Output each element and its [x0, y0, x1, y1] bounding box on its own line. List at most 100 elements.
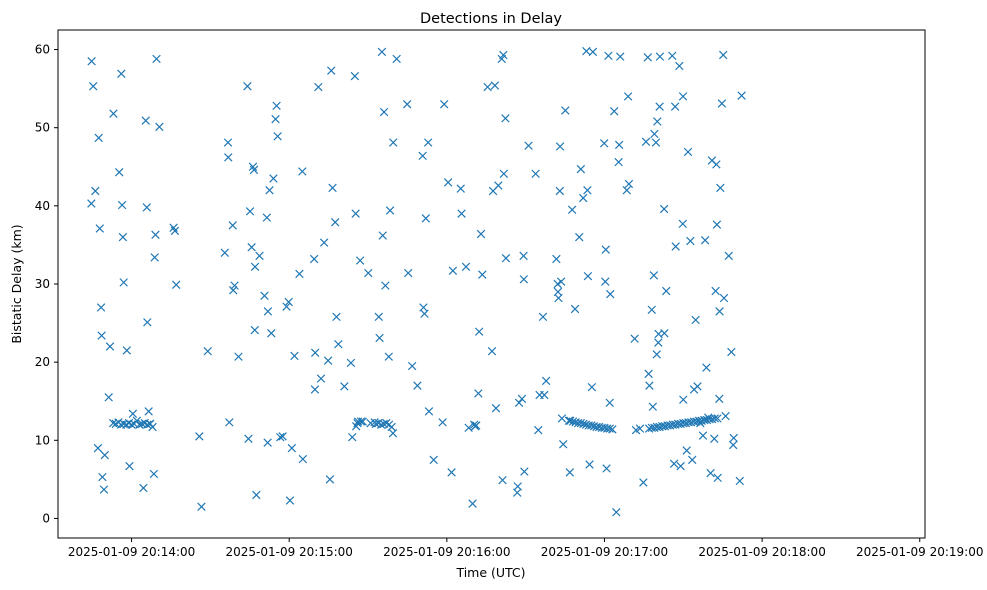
- data-point: [392, 54, 401, 64]
- data-point: [724, 251, 733, 261]
- data-point: [262, 213, 272, 222]
- data-point: [698, 431, 708, 440]
- data-point: [713, 414, 722, 423]
- data-point: [118, 232, 128, 242]
- data-point: [576, 164, 586, 174]
- data-point: [588, 47, 598, 57]
- data-point: [418, 151, 427, 161]
- data-point: [276, 432, 285, 442]
- data-point: [727, 347, 736, 357]
- data-point: [534, 425, 543, 435]
- data-point: [282, 302, 291, 311]
- data-point: [377, 47, 387, 57]
- data-point: [616, 52, 625, 61]
- data-point: [402, 100, 412, 109]
- data-point: [119, 278, 128, 287]
- data-point: [225, 418, 234, 427]
- data-point: [310, 385, 320, 394]
- data-point: [376, 420, 386, 429]
- data-point: [682, 446, 691, 455]
- data-point: [271, 114, 280, 124]
- data-point: [87, 57, 96, 66]
- data-point: [556, 277, 566, 286]
- y-tick-label-0: 0: [42, 511, 50, 525]
- data-point: [599, 139, 609, 148]
- data-point: [649, 271, 659, 280]
- data-point: [298, 454, 308, 464]
- data-point: [639, 478, 648, 487]
- data-point: [224, 153, 233, 162]
- data-point: [679, 395, 688, 404]
- data-point: [230, 281, 239, 290]
- data-point: [203, 346, 212, 356]
- y-tick-label-6: 60: [35, 43, 50, 57]
- data-point: [579, 419, 588, 429]
- data-point: [583, 271, 593, 281]
- data-point: [117, 200, 127, 210]
- data-point: [737, 91, 746, 100]
- data-point: [538, 312, 548, 322]
- data-point: [356, 417, 366, 426]
- data-point: [513, 482, 522, 491]
- data-point: [104, 393, 113, 402]
- chart-title: Detections in Delay: [420, 11, 562, 27]
- data-point: [245, 207, 255, 216]
- data-point: [541, 376, 551, 386]
- data-point: [388, 429, 398, 438]
- data-point: [407, 361, 417, 371]
- data-point: [605, 398, 614, 408]
- data-point: [604, 51, 613, 61]
- data-point: [653, 117, 662, 126]
- data-point: [706, 468, 715, 478]
- data-point: [250, 262, 260, 272]
- data-point: [501, 114, 510, 123]
- data-point: [487, 346, 497, 356]
- data-point: [576, 418, 586, 428]
- data-point: [587, 421, 596, 430]
- data-point: [648, 402, 658, 411]
- data-point: [272, 101, 281, 111]
- x-tick-label-4: 2025-01-09 20:18:00: [698, 545, 825, 559]
- data-point: [517, 394, 527, 404]
- data-point: [384, 352, 393, 361]
- data-point: [683, 147, 693, 157]
- data-point: [348, 432, 357, 442]
- x-tick-label-5: 2025-01-09 20:19:00: [856, 545, 983, 559]
- data-point: [413, 381, 422, 390]
- data-point: [350, 71, 360, 81]
- data-point: [717, 99, 727, 108]
- data-point: [494, 181, 503, 190]
- data-point: [290, 351, 299, 361]
- data-point: [195, 432, 204, 441]
- data-points: [87, 46, 746, 517]
- data-point: [650, 129, 659, 139]
- data-point: [540, 390, 549, 400]
- data-point: [585, 460, 594, 469]
- data-point: [555, 142, 565, 151]
- data-point: [327, 66, 336, 75]
- data-point: [472, 421, 481, 430]
- data-point: [676, 461, 685, 471]
- data-point: [476, 229, 486, 239]
- data-point: [423, 138, 433, 147]
- data-point: [358, 417, 367, 426]
- data-point: [478, 270, 487, 279]
- data-point: [700, 236, 710, 245]
- data-point: [340, 382, 349, 391]
- data-point: [710, 414, 720, 423]
- data-point: [713, 473, 722, 483]
- data-point: [715, 307, 724, 316]
- data-point: [255, 251, 264, 261]
- data-point: [605, 424, 614, 433]
- data-point: [514, 398, 524, 408]
- data-point: [614, 140, 624, 150]
- data-point: [114, 168, 124, 177]
- data-point: [575, 232, 584, 242]
- data-point: [728, 440, 738, 450]
- x-tick-label-3: 2025-01-09 20:17:00: [541, 545, 668, 559]
- data-point: [197, 502, 206, 511]
- data-point: [447, 468, 456, 477]
- data-point: [716, 183, 725, 193]
- data-point: [614, 157, 623, 167]
- y-axis: 0 10 20 30 40 50 60: [35, 43, 58, 525]
